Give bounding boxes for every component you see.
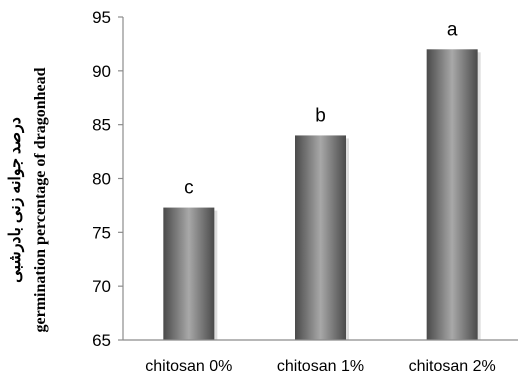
y-axis-title-persian: درصد جوانه زنی بادرشبی: [7, 117, 25, 283]
data-label: b: [315, 105, 326, 126]
y-axis-title-english: germination percentage of dragonhead: [32, 67, 49, 332]
data-label: a: [447, 19, 458, 40]
y-tick-label: 85: [92, 116, 111, 135]
x-category-label: chitosan 0%: [145, 358, 232, 375]
x-category-label: chitosan 1%: [277, 358, 364, 375]
data-labels: c b a: [184, 19, 458, 198]
bar: [163, 207, 215, 340]
bar: [426, 49, 478, 341]
y-axis-title: درصد جوانه زنی بادرشبی germination perce…: [7, 67, 49, 332]
y-tick-label: 70: [92, 277, 111, 296]
bars: [163, 49, 481, 341]
x-axis-categories: chitosan 0% chitosan 1% chitosan 2%: [145, 358, 496, 375]
bar: [295, 135, 346, 340]
y-tick-label: 75: [92, 223, 111, 242]
y-tick-label: 80: [92, 170, 111, 189]
y-tick-label: 90: [92, 62, 111, 81]
y-tick-label: 95: [92, 8, 111, 27]
y-axis-ticks: 65 70 75 80 85 90 95: [92, 8, 123, 350]
y-tick-label: 65: [92, 331, 111, 350]
x-category-label: chitosan 2%: [409, 358, 496, 375]
data-label: c: [184, 178, 194, 199]
